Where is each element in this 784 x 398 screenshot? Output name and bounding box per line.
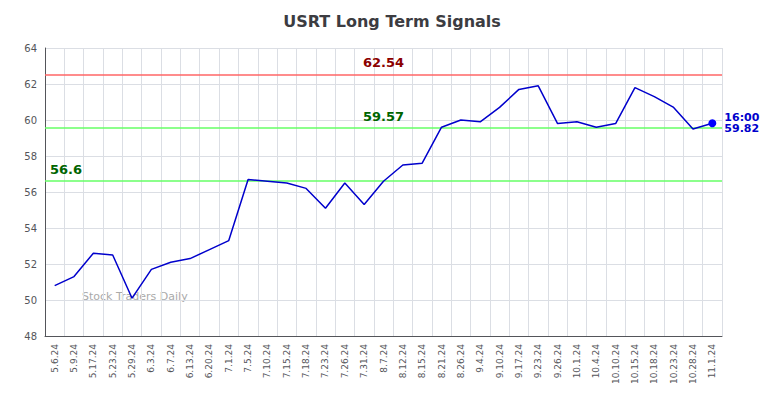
svg-text:7.23.24: 7.23.24 bbox=[320, 344, 330, 379]
svg-text:5.29.24: 5.29.24 bbox=[127, 344, 137, 379]
svg-text:8.15.24: 8.15.24 bbox=[417, 344, 427, 379]
svg-text:9.10.24: 9.10.24 bbox=[495, 344, 505, 379]
svg-text:7.1.24: 7.1.24 bbox=[224, 344, 234, 373]
svg-text:58: 58 bbox=[24, 151, 37, 162]
svg-text:8.26.24: 8.26.24 bbox=[456, 344, 466, 379]
svg-text:8.12.24: 8.12.24 bbox=[398, 344, 408, 379]
svg-text:9.23.24: 9.23.24 bbox=[533, 344, 543, 379]
svg-text:10.18.24: 10.18.24 bbox=[649, 344, 659, 384]
svg-text:6.3.24: 6.3.24 bbox=[146, 344, 156, 373]
svg-text:59.57: 59.57 bbox=[363, 109, 404, 124]
svg-text:7.15.24: 7.15.24 bbox=[282, 344, 292, 379]
svg-text:9.4.24: 9.4.24 bbox=[475, 344, 485, 373]
svg-text:48: 48 bbox=[24, 331, 37, 342]
svg-text:10.23.24: 10.23.24 bbox=[669, 344, 679, 384]
svg-text:6.13.24: 6.13.24 bbox=[185, 344, 195, 379]
svg-text:62.54: 62.54 bbox=[363, 55, 404, 70]
svg-text:56: 56 bbox=[24, 187, 37, 198]
svg-text:56.6: 56.6 bbox=[50, 162, 82, 177]
svg-text:50: 50 bbox=[24, 295, 37, 306]
svg-text:Stock Traders Daily: Stock Traders Daily bbox=[82, 290, 188, 303]
svg-text:8.7.24: 8.7.24 bbox=[379, 344, 389, 373]
svg-text:6.7.24: 6.7.24 bbox=[166, 344, 176, 373]
svg-text:11.1.24: 11.1.24 bbox=[707, 344, 717, 379]
svg-text:7.5.24: 7.5.24 bbox=[243, 344, 253, 373]
svg-text:62: 62 bbox=[24, 79, 37, 90]
svg-text:5.9.24: 5.9.24 bbox=[69, 344, 79, 373]
svg-text:6.20.24: 6.20.24 bbox=[204, 344, 214, 379]
svg-text:8.21.24: 8.21.24 bbox=[437, 344, 447, 379]
svg-text:10.4.24: 10.4.24 bbox=[591, 344, 601, 379]
svg-text:10.15.24: 10.15.24 bbox=[630, 344, 640, 384]
svg-text:10.28.24: 10.28.24 bbox=[688, 344, 698, 384]
svg-text:10.1.24: 10.1.24 bbox=[572, 344, 582, 379]
svg-text:7.26.24: 7.26.24 bbox=[340, 344, 350, 379]
svg-text:9.26.24: 9.26.24 bbox=[553, 344, 563, 379]
svg-text:5.6.24: 5.6.24 bbox=[50, 344, 60, 373]
svg-text:5.17.24: 5.17.24 bbox=[88, 344, 98, 379]
svg-text:64: 64 bbox=[24, 43, 37, 54]
svg-text:16:00: 16:00 bbox=[724, 111, 760, 125]
svg-text:USRT Long Term Signals: USRT Long Term Signals bbox=[283, 12, 501, 31]
svg-text:52: 52 bbox=[24, 259, 37, 270]
svg-text:7.18.24: 7.18.24 bbox=[301, 344, 311, 379]
svg-text:60: 60 bbox=[24, 115, 37, 126]
svg-text:10.10.24: 10.10.24 bbox=[611, 344, 621, 384]
svg-text:5.23.24: 5.23.24 bbox=[108, 344, 118, 379]
svg-text:7.31.24: 7.31.24 bbox=[359, 344, 369, 379]
svg-text:7.10.24: 7.10.24 bbox=[262, 344, 272, 379]
svg-text:59.82: 59.82 bbox=[724, 122, 759, 135]
svg-text:54: 54 bbox=[24, 223, 37, 234]
svg-text:9.17.24: 9.17.24 bbox=[514, 344, 524, 379]
